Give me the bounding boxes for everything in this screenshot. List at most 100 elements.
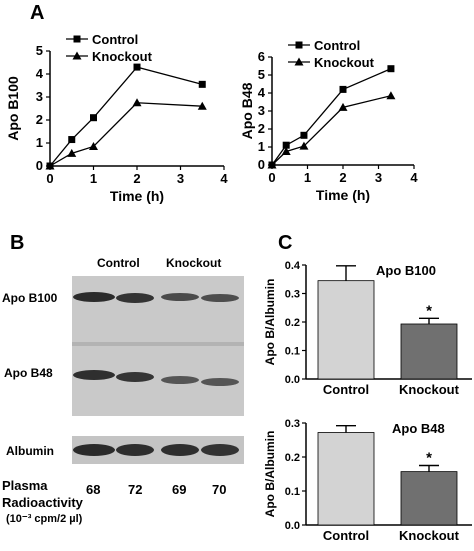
barchart1-y-tick-label-1: 0.1 (285, 346, 300, 358)
blot-bands-albumin (72, 436, 244, 464)
barchart1-y-tick-label-0: 0.0 (285, 374, 300, 386)
radioactivity-units: (10⁻³ cpm/2 µl) (6, 513, 83, 525)
barchart1-category-label-0: Control (323, 382, 369, 397)
blot-image-albumin (72, 436, 244, 464)
chart2-legend-label-1: Knockout (314, 55, 375, 70)
barchart2-bar-control (317, 432, 375, 526)
chart1-legend-label-0: Control (92, 32, 138, 47)
barchart2-y-tick-label-3: 0.3 (285, 418, 300, 430)
radioactivity-value-lane2: 72 (128, 482, 143, 497)
radioactivity-value-lane3: 69 (172, 482, 187, 497)
band-apob100-lane4 (201, 294, 239, 302)
radioactivity-label-line2: Radioactivity (2, 495, 83, 510)
chart1-point-knockout-0 (45, 161, 55, 170)
chart1-point-knockout-1 (67, 148, 77, 157)
chart2-y-tick-label-2: 2 (258, 121, 265, 136)
chart2-point-knockout-0 (267, 160, 277, 169)
barchart2-annotation: Apo B48 (392, 421, 445, 436)
bar-chart-apob48: 0.0 0.1 0.2 0.3 Apo B/Albumin Control * Knockou… (263, 418, 472, 543)
barchart2-y-tick-label-0: 0.0 (285, 520, 300, 532)
band-albumin-lane3 (161, 444, 199, 456)
blot-header-knockout: Knockout (166, 256, 222, 270)
band-albumin-lane1 (73, 444, 115, 456)
chart1-point-control-4 (198, 80, 206, 88)
band-apob48-lane3 (161, 376, 199, 384)
line-chart-apob48: 0 1 2 3 4 0 1 2 3 4 5 6 Time (h) Apo B48 Control Knocko… (240, 38, 418, 203)
chart1-legend-marker-0 (73, 35, 81, 43)
chart2-point-control-1 (282, 141, 290, 149)
chart2-y-label: Apo B48 (240, 82, 255, 139)
chart1-point-control-1 (68, 136, 76, 144)
band-label-apob100: Apo B100 (2, 291, 58, 305)
chart1-y-tick-label-3: 3 (36, 89, 43, 104)
chart1-x-tick-label-2: 2 (133, 171, 140, 186)
chart2-y-tick-label-5: 5 (258, 67, 265, 82)
bar-chart-apob100: 0.0 0.1 0.2 0.3 0.4 Apo B/Albumin Control * Knoc… (263, 260, 472, 397)
panel-letter-a: A (30, 2, 45, 24)
band-apob100-lane2 (116, 293, 154, 303)
chart1-point-knockout-2 (89, 141, 98, 150)
chart2-point-control-4 (387, 65, 395, 73)
band-label-apob48: Apo B48 (4, 366, 53, 380)
barchart2-y-tick-label-2: 0.2 (285, 452, 300, 464)
band-apob48-lane1 (73, 370, 115, 380)
chart2-legend-marker-1 (294, 57, 304, 66)
chart2-legend-label-0: Control (314, 38, 360, 53)
barchart2-category-label-1: Knockout (399, 528, 460, 543)
chart1-legend-marker-1 (72, 51, 82, 60)
chart1-y-tick-label-4: 4 (36, 66, 44, 81)
chart1-y-tick-label-2: 2 (36, 112, 43, 127)
chart1-y-tick-label-1: 1 (36, 135, 43, 150)
radioactivity-label-line1: Plasma (2, 478, 48, 493)
chart2-y-tick-label-4: 4 (258, 85, 266, 100)
band-label-albumin: Albumin (6, 444, 54, 458)
chart1-point-knockout-4 (197, 101, 207, 110)
radioactivity-value-lane4: 70 (212, 482, 227, 497)
chart2-y-tick-label-3: 3 (258, 103, 265, 118)
chart1-y-label: Apo B100 (5, 76, 21, 141)
barchart1-annotation: Apo B100 (376, 263, 436, 278)
chart2-x-tick-label-2: 2 (339, 170, 346, 185)
barchart1-y-tick-label-4: 0.4 (285, 260, 301, 272)
barchart2-y-label: Apo B/Albumin (263, 431, 277, 518)
band-apob48-lane4 (201, 378, 239, 386)
chart1-point-control-2 (90, 114, 97, 122)
band-apob100-lane1 (73, 292, 115, 302)
blot-image-main (72, 276, 244, 416)
line-chart-apob100: 0 1 2 3 4 0 1 2 3 4 5 Time (h) Apo B100 Control Knocko… (5, 32, 228, 204)
chart1-point-knockout-3 (132, 98, 142, 107)
barchart1-bar-knockout (400, 323, 458, 380)
chart1-legend-label-1: Knockout (92, 49, 153, 64)
chart2-y-tick-label-1: 1 (258, 139, 265, 154)
barchart2-category-label-0: Control (323, 528, 369, 543)
chart2-y-tick-label-6: 6 (258, 49, 265, 64)
chart2-point-control-2 (300, 131, 308, 139)
chart1-y-tick-label-5: 5 (36, 43, 43, 58)
chart1-x-tick-label-0: 0 (46, 171, 53, 186)
barchart1-significance-1: * (426, 302, 432, 319)
chart2-point-knockout-1 (281, 147, 291, 155)
chart2-y-tick-label-0: 0 (258, 157, 265, 172)
barchart2-significance-1: * (426, 450, 432, 467)
chart1-x-tick-label-4: 4 (220, 171, 228, 186)
panel-letter-c: C (278, 232, 293, 254)
chart1-point-control-3 (133, 63, 141, 71)
chart2-point-control-3 (339, 85, 347, 93)
barchart2-bar-knockout (400, 471, 458, 526)
blot-header-control: Control (97, 256, 140, 270)
chart2-x-tick-label-3: 3 (375, 170, 382, 185)
barchart1-category-label-1: Knockout (399, 382, 460, 397)
barchart1-y-tick-label-3: 0.3 (285, 289, 300, 301)
chart2-point-knockout-2 (299, 141, 309, 150)
panel-letter-b: B (10, 232, 25, 254)
chart1-x-label: Time (h) (110, 188, 164, 204)
chart2-x-tick-label-1: 1 (304, 170, 311, 185)
blot-bands-main (72, 276, 244, 416)
chart2-x-tick-label-4: 4 (410, 170, 418, 185)
barchart1-y-tick-label-2: 0.2 (285, 317, 300, 329)
chart2-x-tick-label-0: 0 (268, 170, 275, 185)
chart1-x-tick-label-1: 1 (90, 171, 97, 186)
barchart2-y-tick-label-1: 0.1 (285, 486, 300, 498)
band-albumin-lane2 (116, 444, 154, 456)
chart2-point-knockout-4 (386, 91, 396, 100)
